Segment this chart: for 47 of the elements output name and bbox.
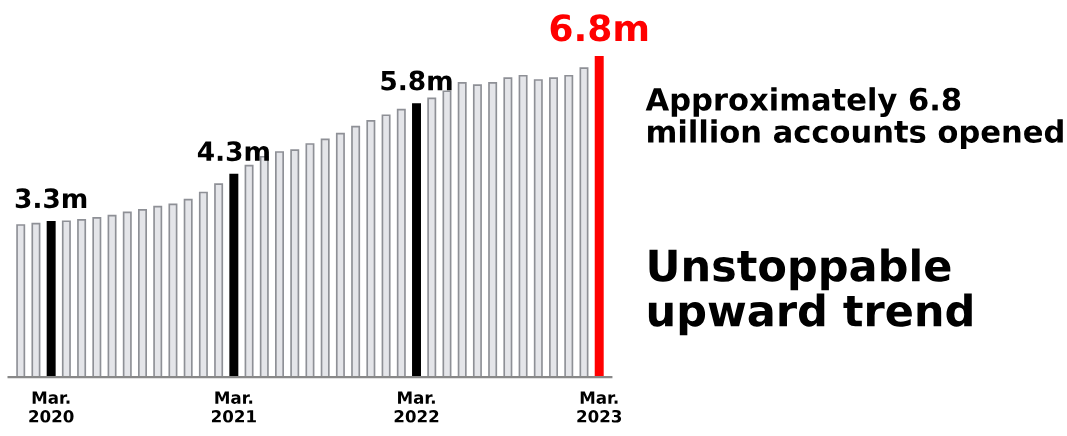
bar <box>533 79 543 378</box>
bar <box>107 214 117 378</box>
data-label: 5.8m <box>381 70 452 91</box>
bar <box>16 224 26 378</box>
bar <box>503 77 513 378</box>
bar <box>381 114 391 378</box>
bar <box>198 191 208 378</box>
bar <box>168 203 178 378</box>
bar <box>366 120 376 378</box>
bar <box>594 56 604 378</box>
x-tick-label: Mar. 2020 <box>29 391 74 423</box>
x-tick-label: Mar. 2022 <box>394 391 439 423</box>
text: Unstoppable upward trend <box>648 248 972 336</box>
bar <box>549 77 559 378</box>
bar <box>518 74 528 378</box>
bar <box>46 220 56 378</box>
data-label: 6.8m <box>550 14 648 42</box>
data-label: 4.3m <box>197 141 269 162</box>
bar <box>92 217 102 378</box>
x-tick-label: Mar. 2023 <box>577 391 622 423</box>
bar <box>472 84 482 378</box>
text: Approximately 6.8 million accounts opened <box>645 87 1063 149</box>
bar <box>31 222 41 378</box>
bar <box>214 183 224 378</box>
bar <box>275 151 285 378</box>
bar <box>427 97 437 378</box>
bar <box>564 74 574 378</box>
bar <box>122 211 132 378</box>
bar <box>351 125 361 378</box>
bar <box>305 143 315 378</box>
bar <box>442 90 452 378</box>
bar <box>396 108 406 378</box>
bar <box>183 198 193 378</box>
bar <box>153 205 163 378</box>
bar <box>290 149 300 378</box>
bar <box>229 173 239 378</box>
x-tick-label: Mar. 2021 <box>211 391 256 423</box>
bar <box>457 81 467 378</box>
bar <box>77 219 87 378</box>
bar <box>138 209 147 378</box>
bar <box>488 81 498 378</box>
bar <box>61 220 71 378</box>
data-label: 3.3m <box>15 188 87 209</box>
bar <box>412 103 422 378</box>
bar <box>335 132 345 378</box>
bar <box>244 164 254 378</box>
bar <box>320 138 330 378</box>
